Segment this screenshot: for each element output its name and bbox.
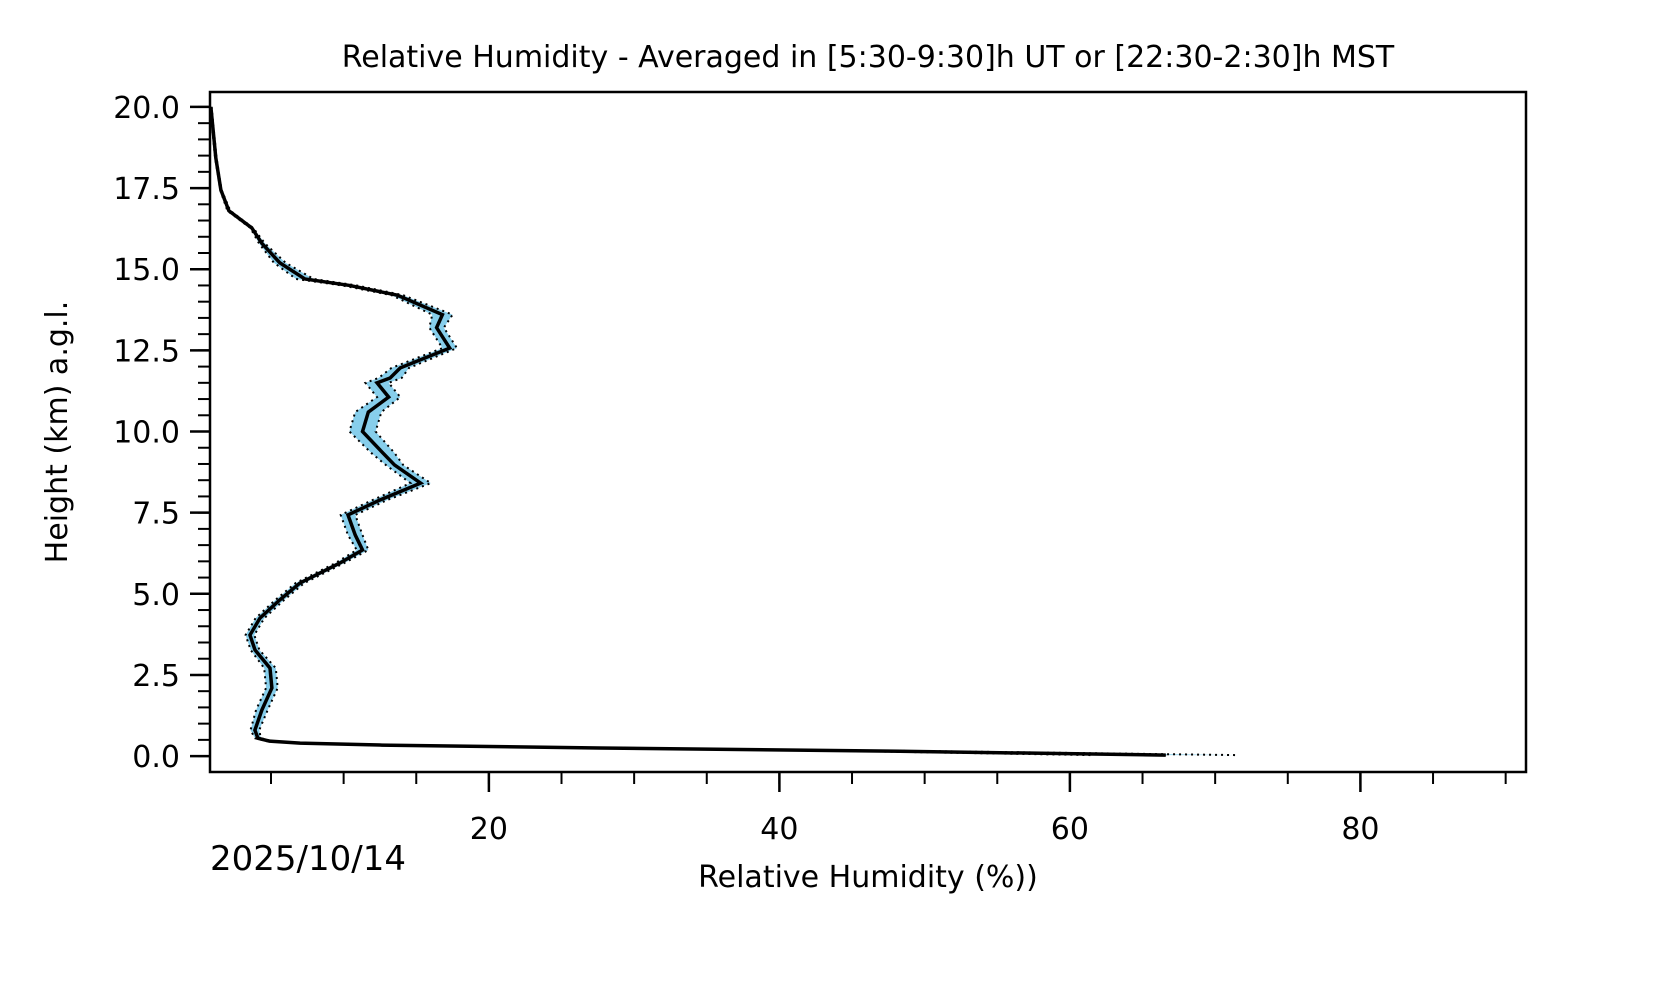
data-point [379, 499, 381, 501]
y-tick-label: 17.5 [113, 172, 180, 207]
chart-title: Relative Humidity - Averaged in [5:30-9:… [342, 40, 1395, 75]
data-point [354, 534, 356, 536]
data-point [228, 210, 230, 212]
data-point [436, 327, 438, 329]
data-point [1165, 754, 1167, 756]
date-label: 2025/10/14 [210, 839, 406, 879]
data-point [220, 189, 222, 191]
data-point [399, 367, 401, 369]
data-point [279, 262, 281, 264]
data-point [420, 482, 422, 484]
plot-area [209, 106, 1239, 757]
std-lower-line [209, 106, 1094, 757]
data-point [396, 294, 398, 296]
y-tick-label: 5.0 [132, 578, 180, 613]
x-tick-label: 40 [760, 812, 798, 847]
data-point [379, 744, 381, 746]
y-tick-label: 2.5 [132, 659, 180, 694]
data-point [279, 599, 281, 601]
x-tick-label: 80 [1341, 812, 1379, 847]
axes: 0.0 2.5 5.0 7.5 10.0 12.5 15.0 17.5 20.0 20 40 60 80 [113, 90, 1528, 847]
data-point [261, 242, 263, 244]
data-point [367, 411, 369, 413]
data-point [376, 382, 378, 384]
data-point [598, 747, 600, 749]
data-point [261, 709, 263, 711]
y-axis-label: Height (km) a.g.l. [40, 301, 75, 564]
data-point [388, 396, 390, 398]
data-point [449, 347, 451, 349]
data-point [269, 667, 271, 669]
data-point [254, 649, 256, 651]
x-tick-label: 20 [470, 812, 508, 847]
data-point [362, 431, 364, 433]
data-point [259, 617, 261, 619]
data-point [257, 737, 259, 739]
data-point [441, 314, 443, 316]
data-point [382, 452, 384, 454]
x-axis-label: Relative Humidity (%)) [698, 860, 1038, 895]
data-point [249, 634, 251, 636]
data-point [271, 687, 273, 689]
data-point [899, 750, 901, 752]
data-point [269, 740, 271, 742]
data-point [299, 582, 301, 584]
x-tick-label: 60 [1051, 812, 1089, 847]
data-point [254, 729, 256, 731]
y-tick-label: 7.5 [132, 497, 180, 532]
y-tick-label: 0.0 [132, 740, 180, 775]
data-point [251, 227, 253, 229]
data-point [347, 514, 349, 516]
data-point [339, 562, 341, 564]
y-tick-label: 15.0 [113, 253, 180, 288]
y-tick-label: 10.0 [113, 416, 180, 451]
data-point [299, 742, 301, 744]
axes-frame [208, 90, 1528, 774]
data-point [362, 549, 364, 551]
data-point [304, 278, 306, 280]
y-tick-label: 20.0 [113, 91, 180, 126]
y-tick-label: 12.5 [113, 334, 180, 369]
data-point [348, 284, 350, 286]
data-point [215, 157, 217, 159]
data-point [393, 464, 395, 466]
data-point [389, 377, 391, 379]
